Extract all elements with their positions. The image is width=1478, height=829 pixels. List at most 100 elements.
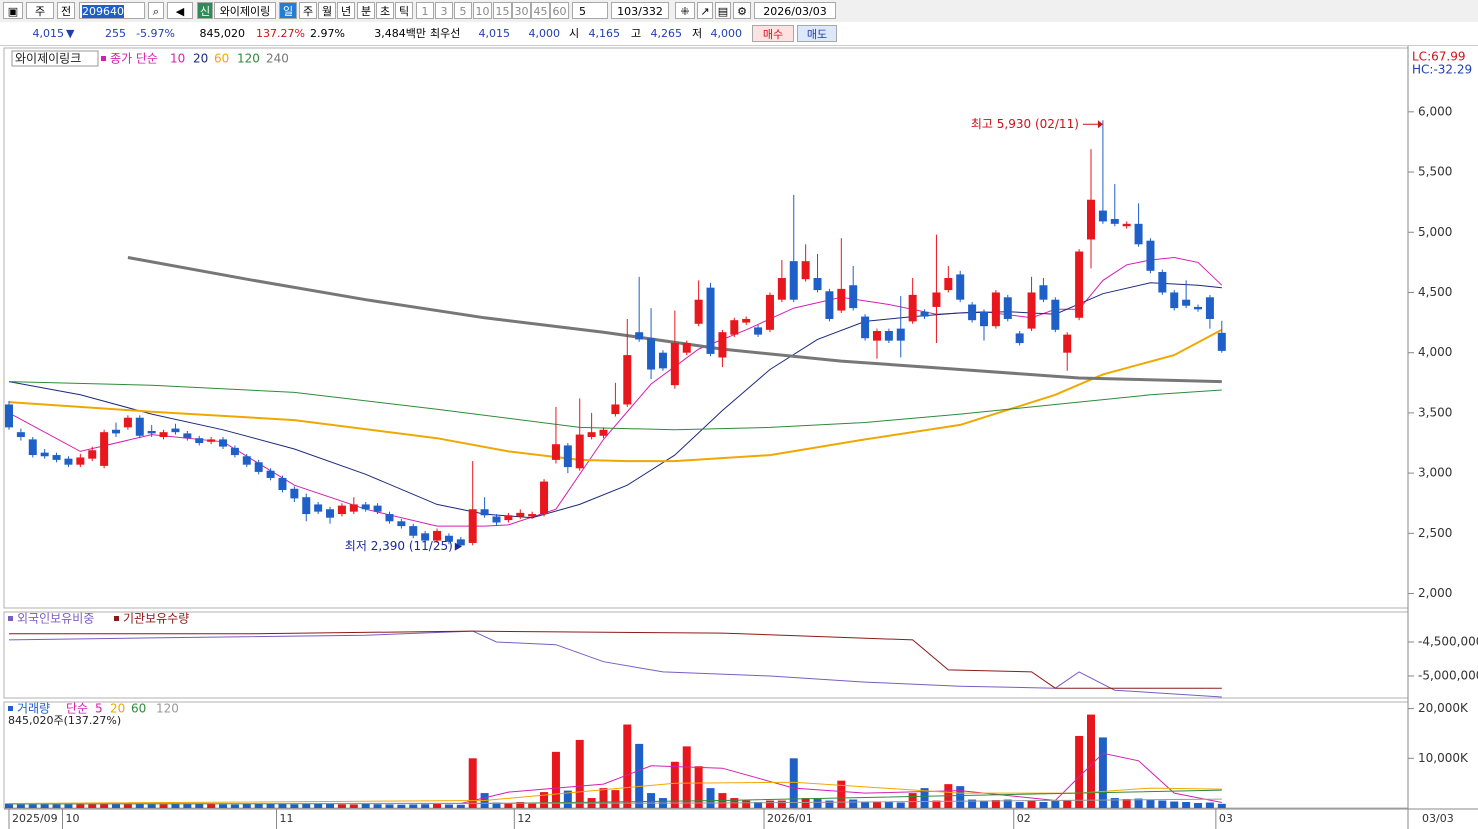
- legend-item: 외국인보유비중: [17, 612, 94, 626]
- period[interactable]: 5: [454, 2, 472, 19]
- legend-label: 단순: [66, 702, 88, 716]
- period[interactable]: 틱: [395, 2, 413, 19]
- candle-body: [932, 292, 941, 307]
- volume-bar: [1098, 737, 1107, 808]
- period[interactable]: 10: [473, 2, 492, 19]
- volume-bar: [159, 804, 168, 808]
- volume-bar: [563, 790, 572, 808]
- x-tick-label: 11: [280, 812, 294, 825]
- volume-bar: [979, 800, 988, 808]
- candle-body: [219, 439, 228, 447]
- volume-bar: [706, 788, 715, 808]
- btn[interactable]: 전: [57, 2, 75, 19]
- volume-bar: [147, 804, 156, 808]
- candle-body: [373, 505, 382, 512]
- icon[interactable]: ⁜: [675, 2, 695, 19]
- candle-body: [302, 497, 311, 515]
- search[interactable]: ⌕: [148, 2, 164, 19]
- stock-name[interactable]: 와이제이링: [214, 2, 276, 19]
- btn[interactable]: 주: [26, 2, 54, 19]
- volume-bar: [290, 804, 299, 808]
- candle-body: [52, 455, 61, 460]
- ma-line: [9, 630, 1222, 689]
- legend-box: [11, 50, 99, 67]
- volume-bar: [468, 758, 477, 808]
- candle-body: [76, 457, 85, 465]
- volume-bar: [266, 803, 275, 808]
- legend-item: 60: [214, 52, 229, 66]
- candle-body: [337, 505, 346, 515]
- volume-bar: [896, 802, 905, 808]
- candle-body: [1015, 333, 1024, 344]
- candle-body: [1146, 240, 1155, 271]
- icon[interactable]: ▤: [715, 2, 731, 19]
- candle-body: [1051, 299, 1060, 330]
- y-tick-label: -4,500,000: [1418, 634, 1478, 648]
- candle-body: [1027, 292, 1036, 329]
- y-tick-label: -5,000,000: [1418, 668, 1478, 682]
- period[interactable]: 년: [337, 2, 355, 19]
- change-rate: -5.97%: [136, 27, 175, 40]
- volume-bar: [516, 802, 525, 808]
- candle-body: [1098, 210, 1107, 222]
- btn[interactable]: 신: [197, 2, 213, 19]
- icon[interactable]: ▣: [3, 2, 23, 19]
- volume-bar: [551, 751, 560, 808]
- sound[interactable]: ◀: [167, 2, 193, 19]
- icon[interactable]: ⚙: [733, 2, 751, 19]
- volume-bar: [219, 804, 228, 808]
- period-select[interactable]: 5: [572, 2, 608, 19]
- candle-body: [1134, 223, 1143, 245]
- candle-body: [730, 320, 739, 335]
- volume-bar: [195, 803, 204, 808]
- buy-button[interactable]: 매수: [752, 25, 794, 42]
- icon[interactable]: ↗: [697, 2, 713, 19]
- change: 255: [105, 27, 126, 40]
- candle-body: [290, 488, 299, 499]
- volume-bar: [1158, 800, 1167, 808]
- volume-bar: [28, 804, 37, 808]
- date-input[interactable]: 2026/03/03: [754, 2, 836, 19]
- period[interactable]: 45: [531, 2, 550, 19]
- period[interactable]: 30: [512, 2, 531, 19]
- legend-item: 120: [237, 52, 260, 66]
- volume-bar: [1110, 798, 1119, 808]
- y-tick-label: 2,000: [1418, 586, 1452, 600]
- volume: 845,020: [199, 27, 246, 40]
- volume-bar: [789, 758, 798, 808]
- period[interactable]: 3: [435, 2, 453, 19]
- period[interactable]: 월: [318, 2, 336, 19]
- period[interactable]: 1: [416, 2, 434, 19]
- sell-button[interactable]: 매도: [797, 25, 837, 42]
- candle-body: [1194, 306, 1203, 310]
- candle-body: [326, 509, 335, 518]
- candle-body: [504, 515, 513, 521]
- period[interactable]: 일: [279, 2, 297, 19]
- candle-body: [88, 450, 97, 459]
- legend-label: 종가 단순: [110, 52, 158, 66]
- candle-body: [254, 462, 263, 472]
- ma-line: [127, 256, 1222, 384]
- volume-bar: [765, 800, 774, 808]
- volume-bar: [920, 788, 929, 808]
- volume-bar: [171, 804, 180, 808]
- count[interactable]: 103/332: [611, 2, 669, 19]
- period[interactable]: 분: [357, 2, 375, 19]
- candle-body: [635, 332, 644, 340]
- period[interactable]: 60: [550, 2, 569, 19]
- volume-rate: 137.27%: [256, 27, 305, 40]
- candle-body: [1075, 251, 1084, 318]
- volume-bar: [932, 800, 941, 808]
- y-tick-label: 5,500: [1418, 165, 1452, 179]
- y-tick-label: 10,000K: [1418, 751, 1469, 765]
- candle-body: [670, 343, 679, 386]
- period[interactable]: 초: [376, 2, 394, 19]
- x-tick-label: 2025/09: [12, 812, 58, 825]
- period[interactable]: 15: [493, 2, 512, 19]
- toolbar-row2: 4,015 ▼ 255 -5.97% 845,020 137.27% 2.97%…: [0, 23, 1478, 46]
- candle-body: [1122, 223, 1131, 227]
- candle-body: [956, 274, 965, 300]
- period[interactable]: 주: [299, 2, 317, 19]
- code-input[interactable]: 209640: [79, 2, 145, 19]
- candle-body: [409, 526, 418, 536]
